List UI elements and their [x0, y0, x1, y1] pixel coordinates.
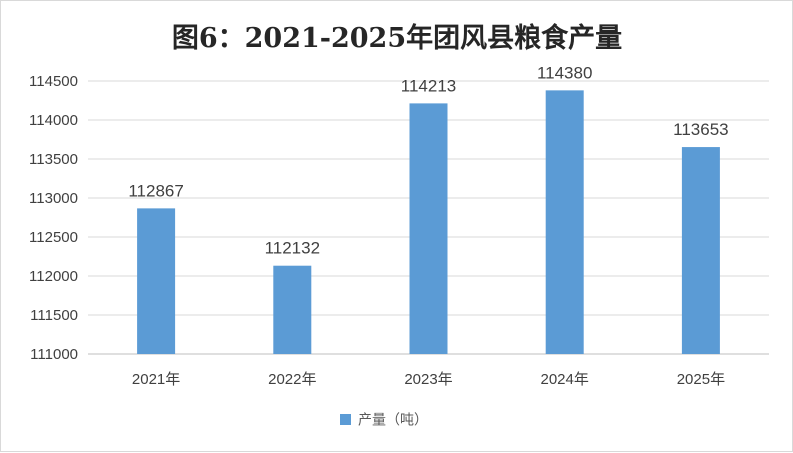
- bar: [681, 147, 720, 354]
- y-tick-label: 113500: [29, 151, 78, 168]
- x-tick-label: 2024年: [541, 371, 589, 388]
- y-tick-label: 114000: [29, 112, 78, 129]
- data-labels: 112867 112132 114213 114380 113653: [128, 63, 728, 257]
- data-label: 113653: [673, 120, 728, 139]
- x-tick-label: 2022年: [268, 371, 316, 388]
- x-tick-label: 2021年: [132, 371, 180, 388]
- legend-swatch: [340, 414, 351, 425]
- bar: [273, 265, 312, 354]
- x-tick-label: 2025年: [677, 371, 725, 388]
- y-tick-label: 112500: [29, 229, 78, 246]
- y-axis: 111000 111500 112000 112500 113000 113500 1140…: [29, 73, 78, 363]
- bar: [545, 90, 584, 355]
- bars: [137, 90, 720, 355]
- y-tick-label: 111000: [30, 346, 78, 363]
- bar: [137, 208, 176, 354]
- data-label: 112132: [265, 239, 320, 258]
- data-label: 114380: [537, 63, 592, 82]
- legend: 产量（吨）: [340, 413, 428, 429]
- legend-label: 产量（吨）: [358, 413, 428, 429]
- y-tick-label: 114500: [29, 73, 78, 90]
- y-tick-label: 112000: [29, 268, 78, 285]
- x-tick-label: 2023年: [404, 371, 452, 388]
- chart-title: 图6：2021-2025年团风县粮食产量: [172, 22, 622, 54]
- x-axis: 2021年 2022年 2023年 2024年 2025年: [132, 371, 725, 388]
- data-label: 114213: [401, 76, 456, 95]
- y-tick-label: 113000: [29, 190, 78, 207]
- y-tick-label: 111500: [30, 307, 78, 324]
- bar: [409, 103, 448, 354]
- data-label: 112867: [128, 181, 183, 200]
